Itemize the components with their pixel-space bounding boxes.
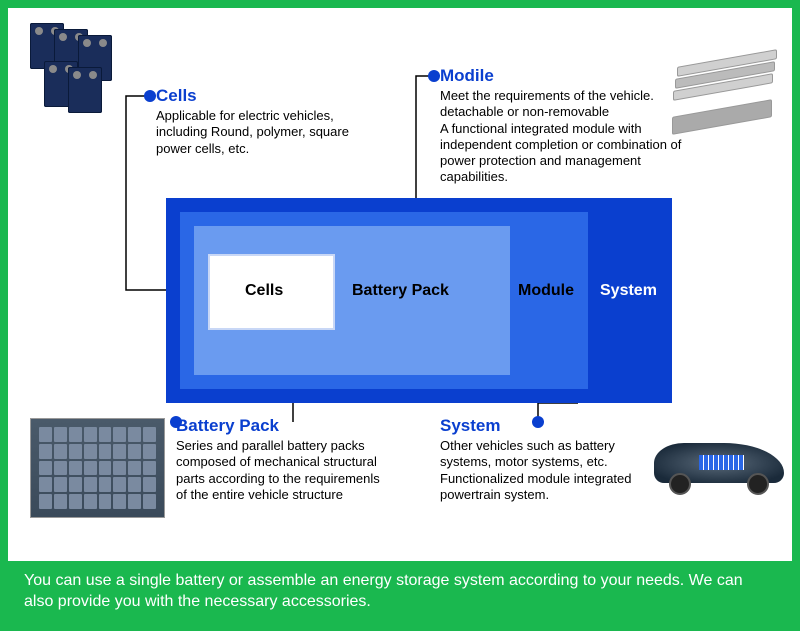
- cells-illustration: [30, 23, 140, 108]
- callout-cells: Cells Applicable for electric vehicles, …: [156, 86, 386, 157]
- footer-banner: You can use a single battery or assemble…: [8, 561, 792, 623]
- content-area: Cells Battery Pack Module System Cells A…: [8, 8, 792, 623]
- nested-diagram: Cells Battery Pack Module System: [166, 198, 672, 403]
- callout-modile: Modile Meet the requirements of the vehi…: [440, 66, 690, 186]
- callout-system: System Other vehicles such as battery sy…: [440, 416, 650, 503]
- callout-modile-title: Modile: [440, 66, 690, 86]
- callout-modile-body: Meet the requirements of the vehicle. de…: [440, 88, 690, 186]
- label-module: Module: [518, 282, 582, 300]
- label-battery-pack: Battery Pack: [352, 282, 449, 300]
- callout-system-title: System: [440, 416, 650, 436]
- callout-battery-pack: Battery Pack Series and parallel battery…: [176, 416, 386, 503]
- footer-text: You can use a single battery or assemble…: [24, 572, 743, 610]
- callout-cells-title: Cells: [156, 86, 386, 106]
- battery-pack-illustration: [30, 418, 165, 518]
- callout-cells-body: Applicable for electric vehicles, includ…: [156, 108, 386, 157]
- callout-pack-body: Series and parallel battery packs compos…: [176, 438, 386, 503]
- label-system: System: [600, 282, 664, 300]
- callout-dot-modile: [428, 70, 440, 82]
- callout-system-body: Other vehicles such as battery systems, …: [440, 438, 650, 503]
- callout-dot-cells: [144, 90, 156, 102]
- callout-pack-title: Battery Pack: [176, 416, 386, 436]
- label-cells: Cells: [245, 282, 283, 300]
- system-illustration: [654, 433, 784, 498]
- infographic-frame: Cells Battery Pack Module System Cells A…: [0, 0, 800, 631]
